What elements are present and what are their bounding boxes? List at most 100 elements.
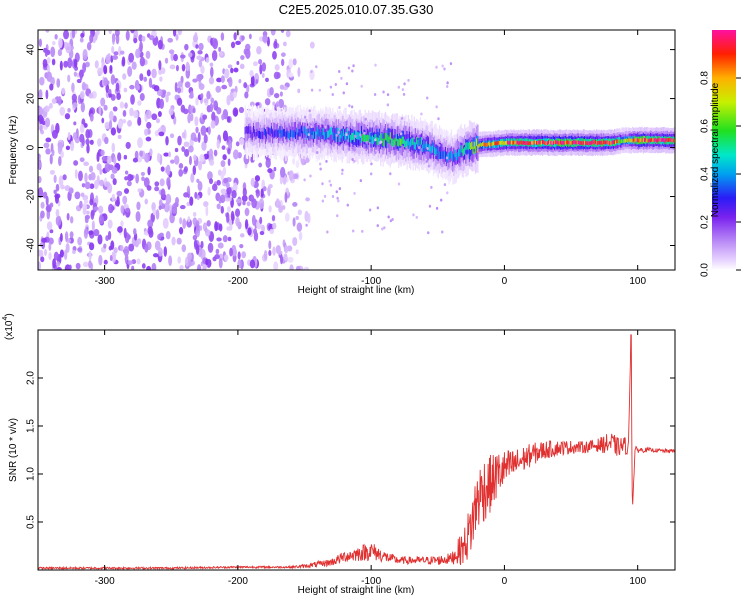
noise-speckle: [227, 148, 231, 155]
noise-speckle: [174, 81, 178, 93]
faint-speckle: [346, 203, 349, 207]
signal-band: [629, 138, 631, 143]
noise-speckle: [53, 189, 57, 194]
noise-speckle: [272, 50, 277, 60]
noise-speckle: [221, 145, 226, 150]
noise-speckle: [184, 148, 190, 157]
noise-speckle: [181, 146, 186, 153]
noise-speckle: [195, 244, 200, 255]
noise-speckle: [273, 261, 279, 270]
noise-speckle: [284, 245, 289, 254]
faint-speckle: [341, 168, 344, 172]
signal-band: [591, 140, 593, 145]
signal-band: [424, 143, 426, 152]
noise-speckle: [120, 244, 124, 252]
signal-band: [671, 138, 673, 143]
signal-band: [386, 133, 388, 141]
signal-band: [398, 139, 400, 147]
noise-speckle: [114, 30, 120, 37]
faint-speckle: [425, 159, 428, 163]
noise-speckle: [209, 102, 214, 113]
signal-band: [250, 130, 252, 138]
noise-speckle: [40, 201, 45, 209]
noise-speckle: [79, 124, 85, 134]
noise-speckle: [148, 77, 153, 88]
noise-speckle: [258, 59, 263, 65]
signal-band: [393, 139, 395, 148]
noise-speckle: [105, 54, 111, 64]
noise-speckle: [63, 249, 68, 261]
noise-speckle: [88, 242, 95, 251]
noise-speckle: [72, 249, 76, 255]
noise-speckle: [267, 185, 271, 197]
signal-band: [406, 130, 408, 146]
noise-speckle: [78, 170, 83, 182]
noise-speckle: [297, 209, 302, 216]
signal-band: [518, 141, 520, 146]
noise-speckle: [166, 177, 171, 187]
signal-band: [408, 131, 411, 147]
noise-speckle: [303, 266, 310, 270]
noise-speckle: [103, 64, 108, 75]
noise-speckle: [196, 74, 203, 82]
noise-speckle: [262, 186, 267, 192]
signal-band: [667, 138, 670, 142]
signal-band: [256, 128, 258, 137]
faint-speckle: [382, 90, 385, 94]
signal-band: [625, 138, 628, 143]
signal-band: [438, 142, 441, 158]
faint-speckle: [374, 151, 377, 155]
signal-band: [348, 131, 351, 139]
signal-band: [302, 122, 304, 138]
snr-xtick-label: -100: [361, 576, 381, 587]
snr-series-line: [38, 334, 675, 570]
signal-band: [562, 140, 564, 145]
noise-speckle: [172, 30, 177, 37]
noise-speckle: [205, 205, 209, 217]
signal-band: [354, 130, 357, 146]
signal-band: [651, 137, 653, 142]
snr-ytick-label: 0.5: [26, 515, 37, 529]
signal-band: [450, 150, 453, 159]
noise-speckle: [111, 33, 115, 45]
noise-speckle: [40, 129, 45, 135]
faint-speckle: [363, 131, 366, 135]
faint-speckle: [334, 83, 337, 87]
signal-band: [479, 142, 481, 147]
noise-speckle: [258, 198, 265, 210]
spectrogram-xtick-label: -300: [95, 276, 115, 287]
noise-speckle: [58, 37, 63, 49]
signal-band: [582, 140, 585, 145]
signal-band: [615, 140, 617, 145]
noise-speckle: [89, 139, 94, 145]
noise-speckle: [214, 221, 218, 232]
noise-speckle: [65, 145, 71, 151]
faint-speckle: [316, 151, 319, 155]
signal-band: [416, 137, 418, 145]
noise-speckle: [188, 145, 194, 153]
noise-speckle: [203, 98, 209, 104]
noise-speckle: [127, 66, 133, 77]
noise-speckle: [207, 243, 212, 251]
noise-speckle: [211, 111, 216, 122]
noise-speckle: [128, 52, 135, 63]
noise-speckle: [280, 52, 286, 57]
faint-speckle: [306, 125, 310, 129]
colorbar-tick-label: 0.2: [700, 215, 711, 229]
noise-speckle: [38, 187, 44, 199]
noise-speckle: [167, 37, 174, 43]
faint-speckle: [323, 194, 327, 198]
signal-band: [589, 141, 592, 146]
noise-speckle: [41, 237, 47, 243]
noise-speckle: [86, 143, 90, 154]
faint-speckle: [403, 82, 406, 86]
faint-speckle: [373, 92, 377, 96]
noise-speckle: [259, 216, 263, 225]
signal-band: [542, 140, 544, 144]
signal-band: [440, 143, 442, 158]
noise-speckle: [133, 37, 138, 44]
spectrogram-xtick-label: 100: [629, 276, 646, 287]
noise-speckle: [232, 149, 239, 160]
faint-speckle: [402, 92, 406, 96]
faint-speckle: [359, 133, 362, 137]
